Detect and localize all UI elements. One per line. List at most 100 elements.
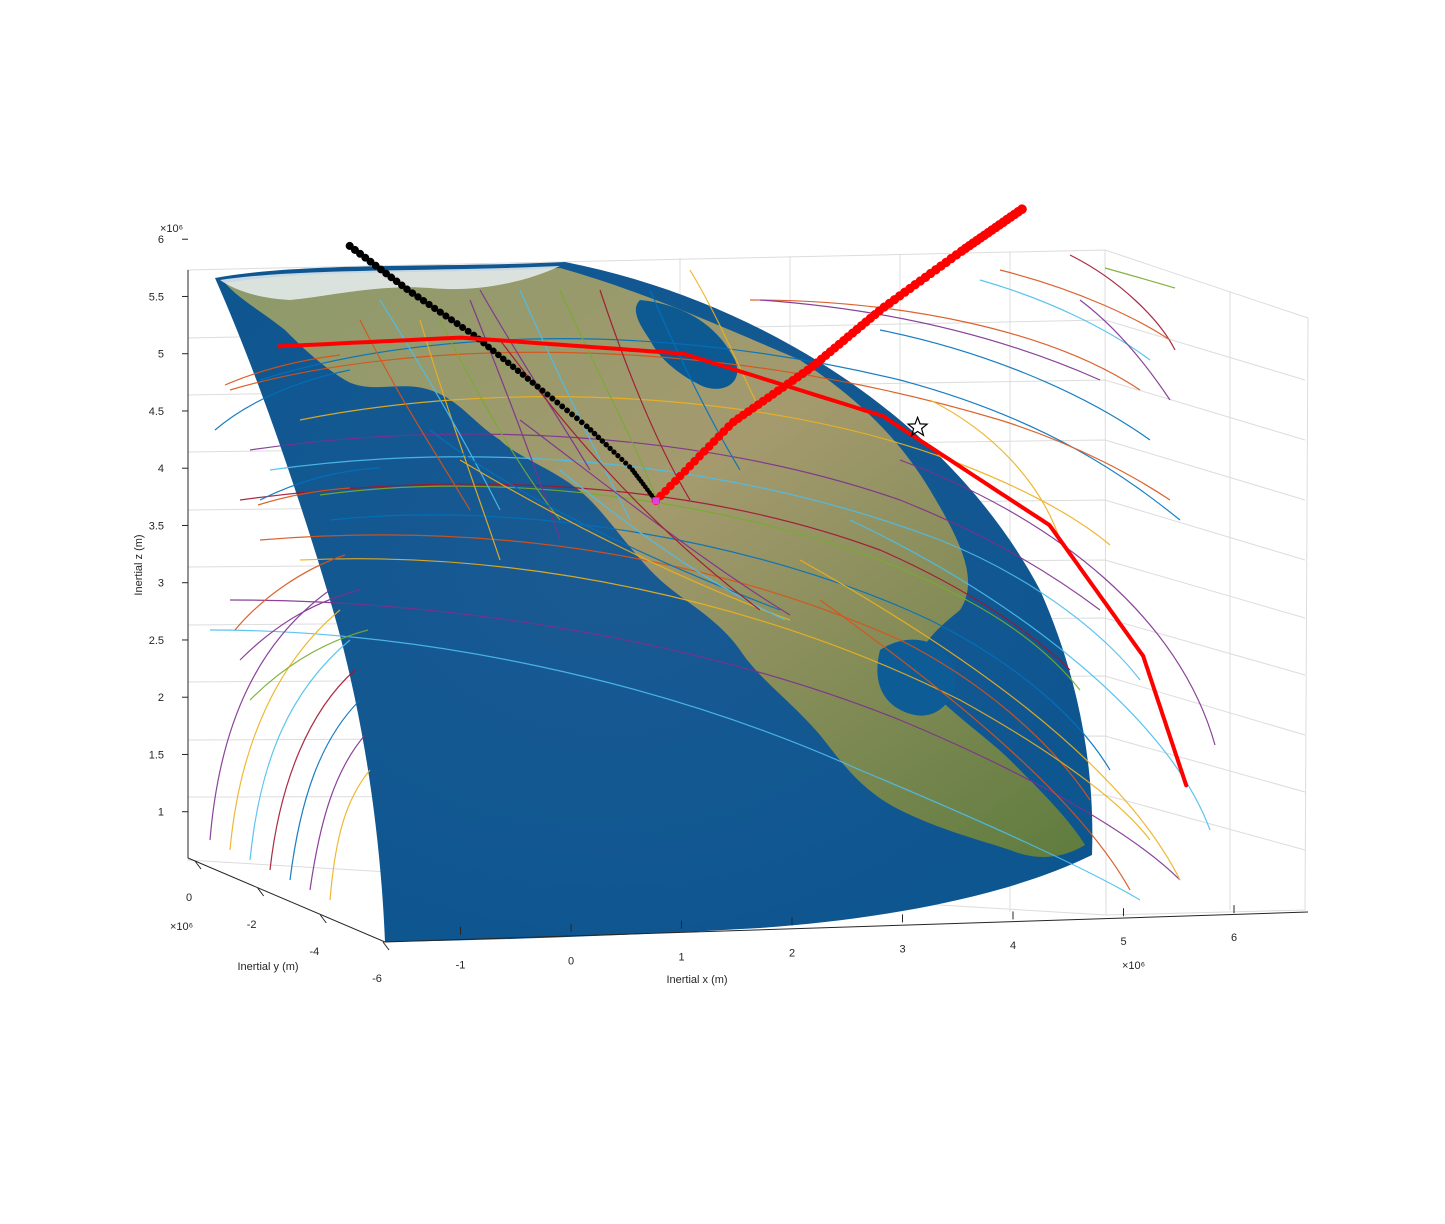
black-point [549, 395, 556, 402]
arctic-ice [220, 266, 560, 300]
black-point [382, 269, 390, 278]
black-point [371, 261, 380, 270]
gulf-of-mexico [877, 639, 956, 716]
x-tick-label: 3 [899, 944, 905, 956]
black-point [509, 363, 517, 371]
z-tick-label: 2.5 [149, 635, 164, 647]
black-point [495, 351, 502, 359]
black-point [619, 456, 625, 463]
black-point [500, 355, 507, 363]
z-axis-label: Inertial z (m) [133, 534, 145, 595]
black-point [583, 423, 590, 430]
z-tick-label: 5 [158, 349, 164, 361]
z-tick-labels: 1 1.5 2 2.5 3 3.5 4 4.5 5 5.5 6 [149, 234, 188, 819]
y-tick-mark [194, 860, 202, 870]
black-point [431, 304, 439, 313]
y-tick-labels: 0 -2 -4 -6 [186, 860, 390, 985]
z-tick-label: 3 [158, 578, 164, 590]
black-point [485, 343, 492, 351]
y-tick-label: -4 [309, 946, 319, 958]
black-point [366, 257, 375, 266]
black-point [419, 297, 428, 305]
z-tick-label: 3.5 [149, 520, 164, 532]
black-point [408, 289, 417, 297]
black-point [627, 464, 633, 470]
y-tick-mark [319, 914, 327, 924]
red-point [1017, 204, 1027, 215]
y-tick-label: -2 [247, 919, 257, 931]
black-point [607, 445, 613, 452]
black-point [392, 277, 401, 286]
black-point [524, 375, 531, 382]
black-point [529, 379, 536, 386]
black-point [447, 316, 456, 324]
black-point [595, 434, 602, 441]
x-tick-label: 6 [1231, 932, 1237, 944]
black-point [534, 383, 541, 390]
y-tick-mark [257, 887, 265, 897]
black-point [599, 438, 606, 444]
series-red-circles [651, 204, 1027, 506]
black-point [436, 308, 444, 316]
black-point [414, 293, 422, 301]
black-point [398, 281, 406, 290]
black-point [603, 441, 609, 448]
black-point [574, 415, 580, 422]
black-point [611, 449, 617, 455]
y-tick-label: 0 [186, 892, 192, 904]
magenta-square-marker [652, 497, 660, 505]
x-tick-labels: -1 0 1 2 3 4 5 6 [456, 905, 1237, 971]
black-point [559, 403, 566, 410]
z-exponent-label: ×10⁶ [160, 223, 183, 235]
red-trajectory-line [277, 335, 1189, 788]
x-tick-label: 4 [1010, 940, 1016, 952]
black-point [569, 411, 575, 418]
black-point [490, 347, 497, 355]
x-exponent-label: ×10⁶ [1122, 960, 1145, 972]
x-axis-line [384, 911, 1309, 943]
series-red-line [277, 335, 1189, 788]
x-tick-label: -1 [456, 959, 466, 971]
z-tick-label: 6 [158, 234, 164, 246]
black-point [615, 453, 621, 459]
x-tick-label: 0 [568, 955, 574, 967]
black-point [442, 312, 450, 320]
y-tick-label: -6 [372, 973, 382, 985]
black-point [504, 359, 512, 367]
z-tick-label: 1.5 [149, 749, 164, 761]
black-point [564, 407, 571, 414]
black-point [514, 367, 522, 375]
black-point [459, 324, 467, 331]
black-point [453, 320, 461, 328]
black-point [403, 285, 411, 293]
black-point [591, 430, 598, 437]
z-tick-label: 4 [158, 463, 164, 475]
x-tick-label: 5 [1120, 936, 1126, 948]
black-point [425, 300, 433, 309]
z-tick-label: 1 [158, 807, 164, 819]
x-tick-label: 2 [789, 948, 795, 960]
black-point [377, 265, 385, 274]
black-point [623, 460, 629, 466]
black-point [554, 399, 561, 406]
star-marker [906, 415, 929, 437]
black-point [539, 387, 546, 394]
x-tick-label: 1 [678, 951, 684, 963]
black-point [587, 427, 594, 433]
y-axis-label: Inertial y (m) [237, 961, 298, 973]
black-point [361, 253, 370, 262]
z-tick-label: 4.5 [149, 406, 164, 418]
earth-surface [215, 262, 1093, 942]
black-point [387, 273, 396, 282]
x-axis-label: Inertial x (m) [666, 974, 727, 986]
y-axis-line [187, 857, 386, 943]
black-point [519, 371, 527, 378]
y-exponent-label: ×10⁶ [170, 921, 193, 933]
black-point [464, 327, 472, 335]
black-point [544, 391, 551, 398]
z-tick-label: 5.5 [149, 291, 164, 303]
series-black-circles [345, 241, 659, 504]
y-tick-mark [382, 941, 390, 951]
axes-lines [187, 270, 1309, 943]
